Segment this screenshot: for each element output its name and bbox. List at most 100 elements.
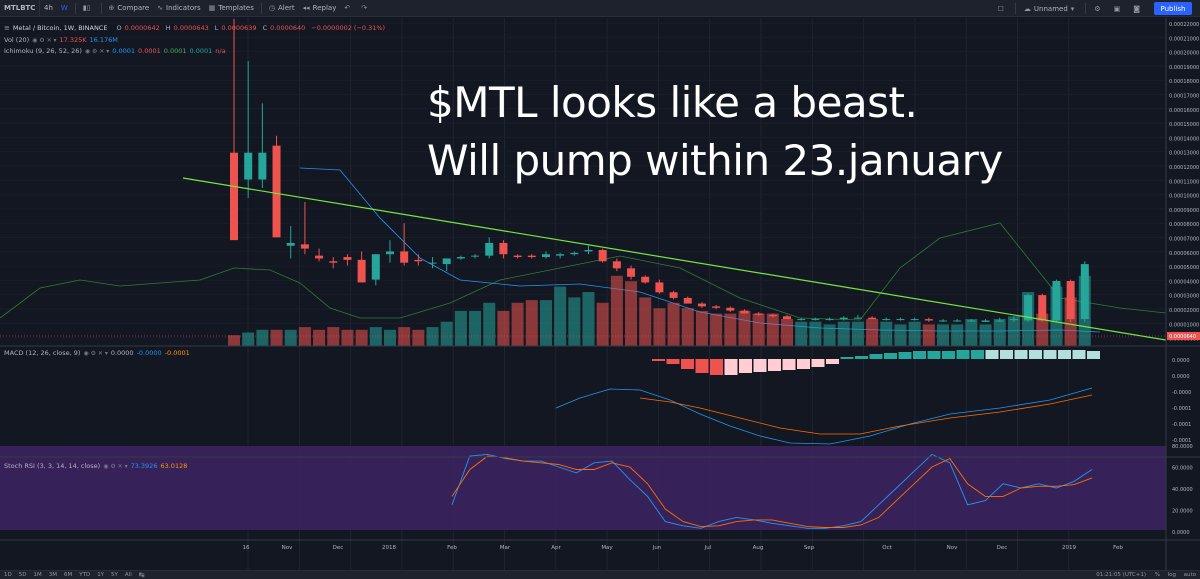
candle-body bbox=[740, 310, 749, 314]
indicator-controls[interactable]: ◉ ⚙ ✕ ▾ bbox=[32, 36, 57, 44]
price-tick-label: 0.00011000 bbox=[1169, 179, 1199, 185]
volume-bar bbox=[781, 319, 794, 346]
stoch-tick-label: 60.0000 bbox=[1172, 466, 1193, 472]
macd-hist-bar bbox=[884, 353, 897, 359]
volume-bar bbox=[724, 313, 737, 346]
indicators-label: Indicators bbox=[166, 4, 201, 12]
volume-bar bbox=[610, 275, 623, 346]
candle-body bbox=[286, 242, 295, 246]
stoch-axis[interactable]: 80.0000 60.0000 40.0000 20.0000 0.0000 bbox=[1172, 444, 1193, 536]
percent-toggle[interactable]: % bbox=[1154, 572, 1160, 578]
price-tick-label: 0.00002000 bbox=[1169, 308, 1199, 314]
range-button[interactable]: All bbox=[124, 572, 132, 578]
candle-body bbox=[1009, 319, 1018, 321]
time-tick-label: Sep bbox=[804, 545, 815, 551]
symbol-search-button[interactable]: MTLBTC bbox=[0, 0, 40, 17]
volume-bar bbox=[355, 329, 368, 346]
candle-body bbox=[1066, 281, 1075, 320]
chevron-down-icon: ▾ bbox=[1070, 4, 1075, 13]
annotation-line-1: $MTL looks like a beast. bbox=[427, 78, 918, 127]
stoch-label: Stoch RSI (3, 3, 14, 14, close) bbox=[4, 462, 101, 470]
volume-bar bbox=[554, 286, 567, 346]
candle-body bbox=[300, 244, 309, 249]
range-button[interactable]: YTD bbox=[79, 572, 91, 578]
redo-button[interactable]: ↷ bbox=[357, 0, 374, 17]
ichimoku-lead-line bbox=[0, 222, 1167, 321]
clock[interactable]: 01:21:05 (UTC+1) bbox=[1096, 572, 1146, 578]
price-axis[interactable]: 0.00022000 0.00021000 0.00020000 0.00019000… bbox=[1169, 22, 1199, 343]
candle-body bbox=[627, 268, 636, 277]
macd-hist-bar bbox=[652, 359, 665, 361]
macd-label: MACD (12, 26, close, 9) bbox=[4, 349, 81, 357]
chart-style-button[interactable]: ▮▯ bbox=[79, 0, 98, 17]
ohlc-low: L 0.0000639 bbox=[214, 24, 257, 32]
macd-hist-bar bbox=[869, 354, 883, 359]
volume-bar bbox=[327, 327, 340, 346]
volume-bar bbox=[823, 324, 836, 346]
macd-hist-bar bbox=[1029, 350, 1042, 359]
candle-body bbox=[556, 254, 565, 256]
settings-button[interactable]: ⚙ bbox=[1089, 0, 1108, 17]
volume-bar bbox=[483, 302, 496, 346]
fullscreen-button[interactable]: ☐ bbox=[993, 0, 1012, 17]
candle-body bbox=[513, 255, 522, 258]
volume-bar bbox=[511, 302, 524, 346]
volume-bar bbox=[412, 329, 425, 346]
volume-bar bbox=[341, 329, 354, 346]
macd-axis[interactable]: 0.0000 0.0000 -0.0000 -0.0001 -0.0001 -0.0001 bbox=[1172, 358, 1191, 444]
compare-button[interactable]: ⊕ Compare bbox=[105, 0, 154, 17]
goto-date-icon[interactable]: ↹ bbox=[138, 571, 145, 579]
volume-bar bbox=[922, 324, 935, 346]
trend-line[interactable] bbox=[182, 177, 1167, 341]
replay-button[interactable]: ◂◂ Replay bbox=[299, 0, 341, 17]
time-tick-label: May bbox=[601, 545, 613, 551]
macd-hist-bar bbox=[724, 359, 738, 375]
indicators-button[interactable]: ∿ Indicators bbox=[153, 0, 204, 17]
compare-label: Compare bbox=[117, 4, 150, 12]
toolbar-separator bbox=[1085, 3, 1087, 14]
chart-canvas[interactable]: 0.00022000 0.00021000 0.00020000 0.00019000… bbox=[0, 18, 1200, 570]
price-tick-label: 0.00009000 bbox=[1169, 208, 1199, 214]
indicator-controls[interactable]: ◉ ⚙ ✕ ▾ bbox=[83, 349, 108, 357]
volume-bar bbox=[582, 292, 595, 346]
range-button[interactable]: 3M bbox=[48, 572, 57, 578]
interval-w-button[interactable]: W bbox=[60, 4, 68, 12]
macd-legend: MACD (12, 26, close, 9) ◉ ⚙ ✕ ▾ 0.0000 -… bbox=[4, 349, 193, 357]
range-button[interactable]: 1M bbox=[33, 572, 42, 578]
auto-toggle[interactable]: auto bbox=[1183, 572, 1196, 578]
range-button[interactable]: 1Y bbox=[97, 572, 105, 578]
candle-body bbox=[953, 320, 962, 322]
range-button[interactable]: 6M bbox=[63, 572, 73, 578]
layout-grid-button[interactable]: ▣ bbox=[1109, 0, 1129, 17]
symbol-title: Metal / Bitcoin, 1W, BINANCE bbox=[12, 24, 108, 32]
undo-button[interactable]: ↶ bbox=[340, 0, 357, 17]
publish-button[interactable]: Publish bbox=[1154, 2, 1192, 15]
interval-4h-button[interactable]: 4h bbox=[44, 4, 53, 12]
indicator-controls[interactable]: ◉ ⚙ ✕ ▾ bbox=[103, 462, 128, 470]
candle-body bbox=[754, 313, 763, 315]
layout-menu-button[interactable]: ☁ Unnamed ▾ bbox=[1019, 0, 1082, 17]
time-tick-label: Jun bbox=[652, 545, 662, 551]
time-axis[interactable]: 16 Nov Dec 2018 Feb Mar Apr May Jun Jul Aug Sep Oct N… bbox=[0, 539, 1200, 551]
candle-body bbox=[939, 320, 947, 322]
grid-icon: ▣ bbox=[1113, 4, 1121, 13]
replay-icon: ◂◂ bbox=[302, 4, 310, 12]
volume-bar bbox=[866, 319, 879, 346]
volume-bar bbox=[313, 329, 326, 346]
range-button[interactable]: 5Y bbox=[111, 572, 118, 578]
chart-annotation-text[interactable]: $MTL looks like a beast. Will pump withi… bbox=[427, 74, 1003, 190]
indicator-controls[interactable]: ◉ ⚙ ✕ ▾ bbox=[84, 47, 110, 55]
price-tick-label: 0.00021000 bbox=[1169, 36, 1199, 42]
alert-button[interactable]: ◷ Alert bbox=[265, 0, 299, 17]
range-button[interactable]: 1D bbox=[4, 572, 12, 578]
log-toggle[interactable]: log bbox=[1167, 572, 1176, 578]
templates-button[interactable]: ▦ Templates bbox=[205, 0, 258, 17]
time-tick-label: Feb bbox=[1113, 545, 1123, 551]
snapshot-button[interactable]: ◙ bbox=[1128, 0, 1148, 17]
time-tick-label: Aug bbox=[753, 545, 764, 551]
volume-bar bbox=[270, 329, 283, 346]
volume-bar bbox=[993, 319, 1006, 346]
range-button[interactable]: 5D bbox=[18, 572, 27, 578]
collapse-icon[interactable]: ≡ bbox=[4, 24, 10, 32]
stoch-band bbox=[0, 446, 1166, 530]
